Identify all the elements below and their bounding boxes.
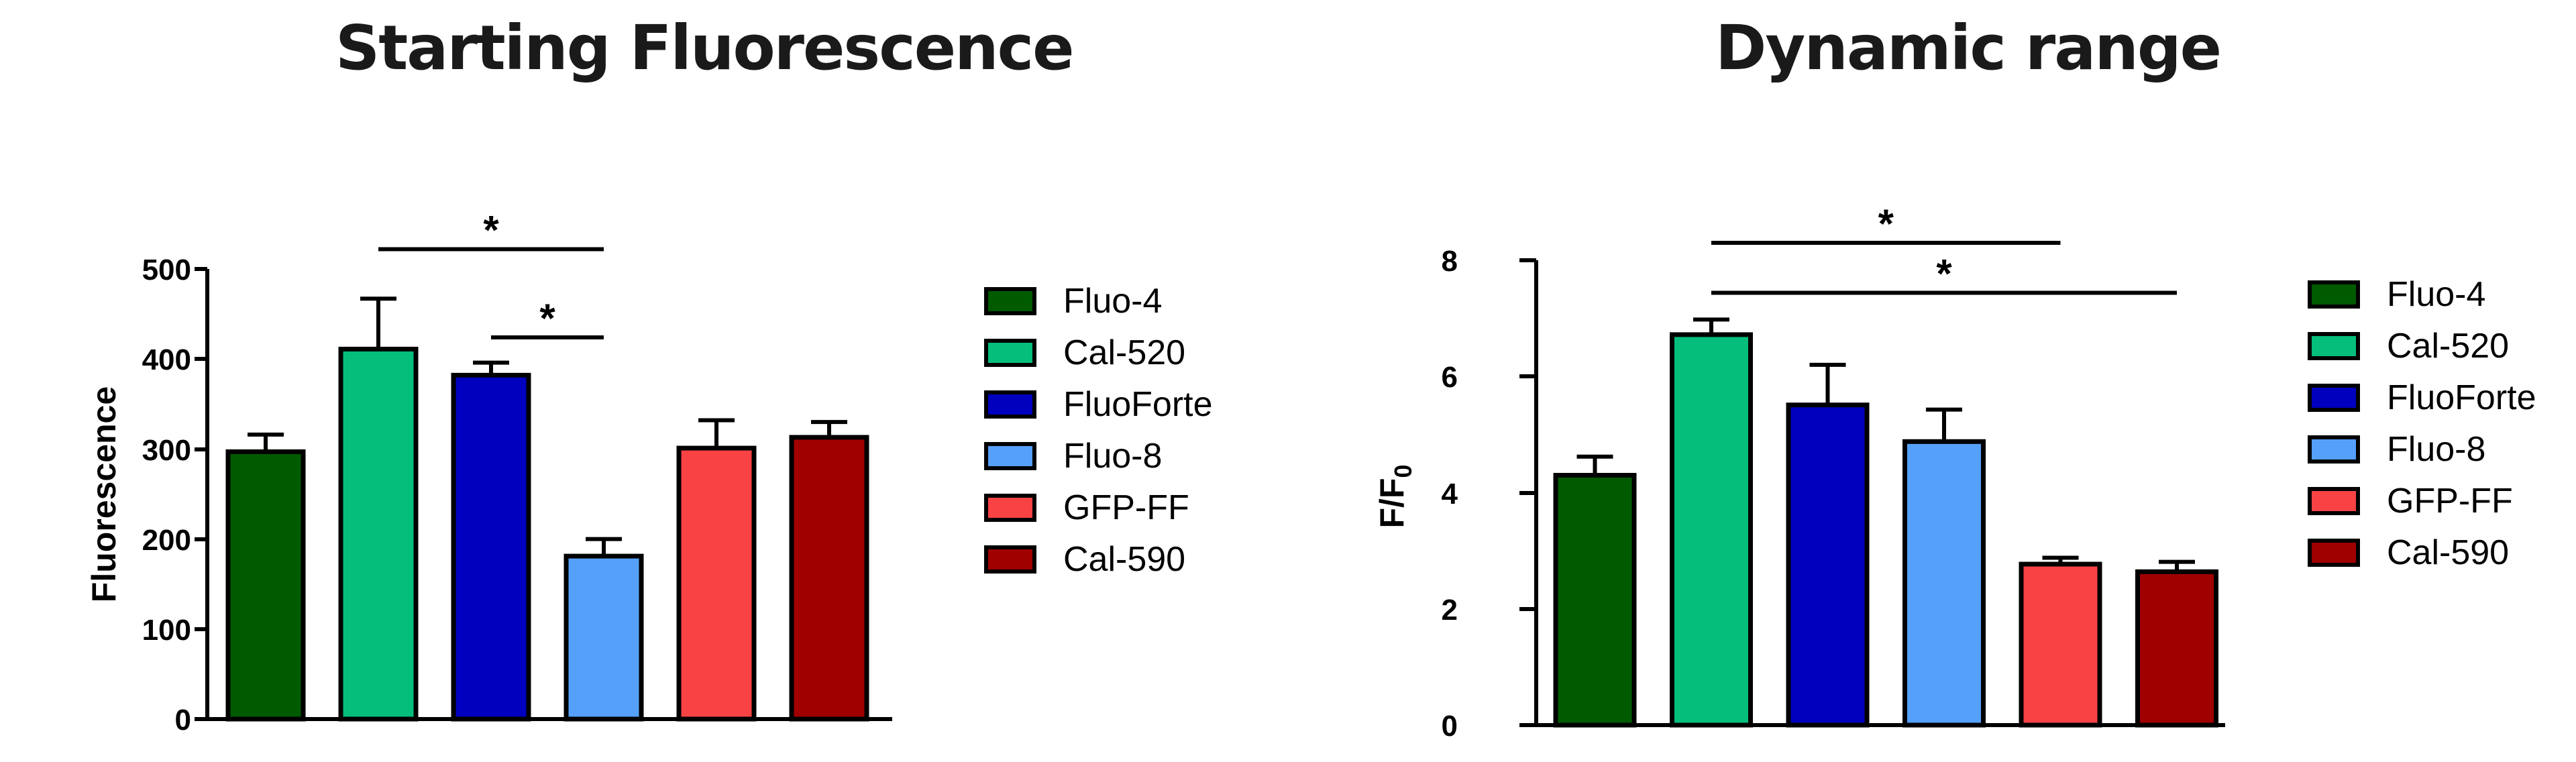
tick-label: 200 [142,524,191,557]
left-significance: ** [378,207,604,341]
bar-rect [2019,561,2102,728]
legend-label: Fluo-4 [1063,281,1163,321]
legend-swatch [2308,435,2360,464]
bar-fluoforte [1786,362,1870,728]
tick-label: 8 [1442,245,1458,278]
legend-swatch [2308,538,2360,567]
legend-item: Fluo-8 [2308,423,2536,475]
tick-label: 4 [1442,478,1458,510]
right-chart: F/F0 0 2 4 6 8 ** [1373,201,2225,743]
bar-fluo-8 [564,537,644,722]
legend-swatch [2308,486,2360,515]
legend-item: Fluo-4 [984,275,1213,327]
bar-rect [1902,439,1986,728]
bar-cal-520 [338,296,419,722]
legend-swatch [984,493,1036,522]
left-axes [195,267,892,721]
legend-swatch [984,390,1036,419]
legend-swatch [2308,280,2360,309]
bar-rect [1553,473,1637,728]
bar-rect [564,553,644,722]
legend-item: FluoForte [2308,372,2536,423]
bar-fluo-4 [225,432,306,722]
tick-label: 100 [142,614,191,647]
right-y-ticks: 0 2 4 6 8 [1442,245,1458,743]
bar-rect [1786,402,1870,728]
legend-swatch [2308,331,2360,360]
legend-item: Fluo-4 [2308,268,2536,320]
bar-rect [225,449,306,722]
left-y-axis-label: Fluorescence [85,386,123,602]
legend-item: Cal-520 [2308,320,2536,372]
legend-label: Cal-590 [1063,539,1186,579]
legend-item: GFP-FF [2308,475,2536,527]
right-y-axis-label: F/F0 [1373,464,1417,528]
bar-gfp-ff [2019,555,2102,728]
legend-swatch [984,545,1036,574]
legend-item: Cal-590 [2308,527,2536,578]
bar-rect [451,372,531,722]
significance-star: * [1936,252,1952,296]
bar-fluo-4 [1553,454,1637,728]
bar-rect [676,445,757,722]
bar-rect [789,435,869,722]
legend-label: FluoForte [2387,378,2536,417]
legend-label: GFP-FF [2387,481,2513,521]
left-legend: Fluo-4 Cal-520 FluoForte Fluo-8 GFP-FF C… [984,275,1213,585]
significance-star: * [539,296,555,341]
legend-label: Fluo-8 [2387,429,2486,469]
legend-item: GFP-FF [984,482,1213,533]
tick-label: 300 [142,434,191,467]
left-chart-title: Starting Fluorescence [335,12,1075,84]
legend-item: FluoForte [984,378,1213,430]
legend-label: Fluo-4 [2387,274,2486,314]
legend-label: Cal-520 [2387,326,2510,366]
tick-label: 6 [1442,361,1458,394]
legend-label: Cal-520 [1063,333,1186,372]
bar-fluo-8 [1902,407,1986,728]
right-axes [1519,258,2225,727]
legend-swatch [984,338,1036,367]
left-chart: Fluorescence 0 100 200 300 400 500 ** [85,207,892,737]
bar-rect [1670,332,1753,728]
left-y-ticks: 0 100 200 300 400 500 [142,254,191,737]
bar-rect [2135,569,2218,728]
tick-label: 0 [1442,710,1458,743]
right-chart-title: Dynamic range [1715,12,2222,84]
significance-bracket: * [1711,201,2061,246]
legend-item: Cal-520 [984,327,1213,378]
legend-swatch [984,441,1036,470]
tick-label: 500 [142,254,191,286]
significance-bracket: * [378,207,604,252]
bar-cal-590 [2135,559,2218,728]
legend-item: Cal-590 [984,533,1213,585]
legend-label: GFP-FF [1063,488,1189,527]
bar-fluoforte [451,360,531,722]
bar-gfp-ff [676,418,757,722]
tick-label: 400 [142,343,191,376]
legend-label: FluoForte [1063,384,1213,424]
significance-star: * [1878,201,1894,246]
legend-swatch [984,286,1036,315]
legend-item: Fluo-8 [984,430,1213,482]
bar-cal-590 [789,420,869,722]
bar-cal-520 [1670,317,1753,728]
right-significance: ** [1711,201,2177,296]
legend-label: Fluo-8 [1063,436,1163,476]
significance-star: * [483,207,499,252]
right-legend: Fluo-4 Cal-520 FluoForte Fluo-8 GFP-FF C… [2308,268,2536,578]
right-bars [1553,317,2218,728]
legend-swatch [2308,383,2360,412]
left-bars [225,296,869,722]
significance-bracket: * [1711,252,2177,296]
legend-label: Cal-590 [2387,533,2510,572]
tick-label: 0 [175,704,191,737]
significance-bracket: * [491,296,604,341]
bar-rect [338,346,419,722]
tick-label: 2 [1442,594,1458,627]
